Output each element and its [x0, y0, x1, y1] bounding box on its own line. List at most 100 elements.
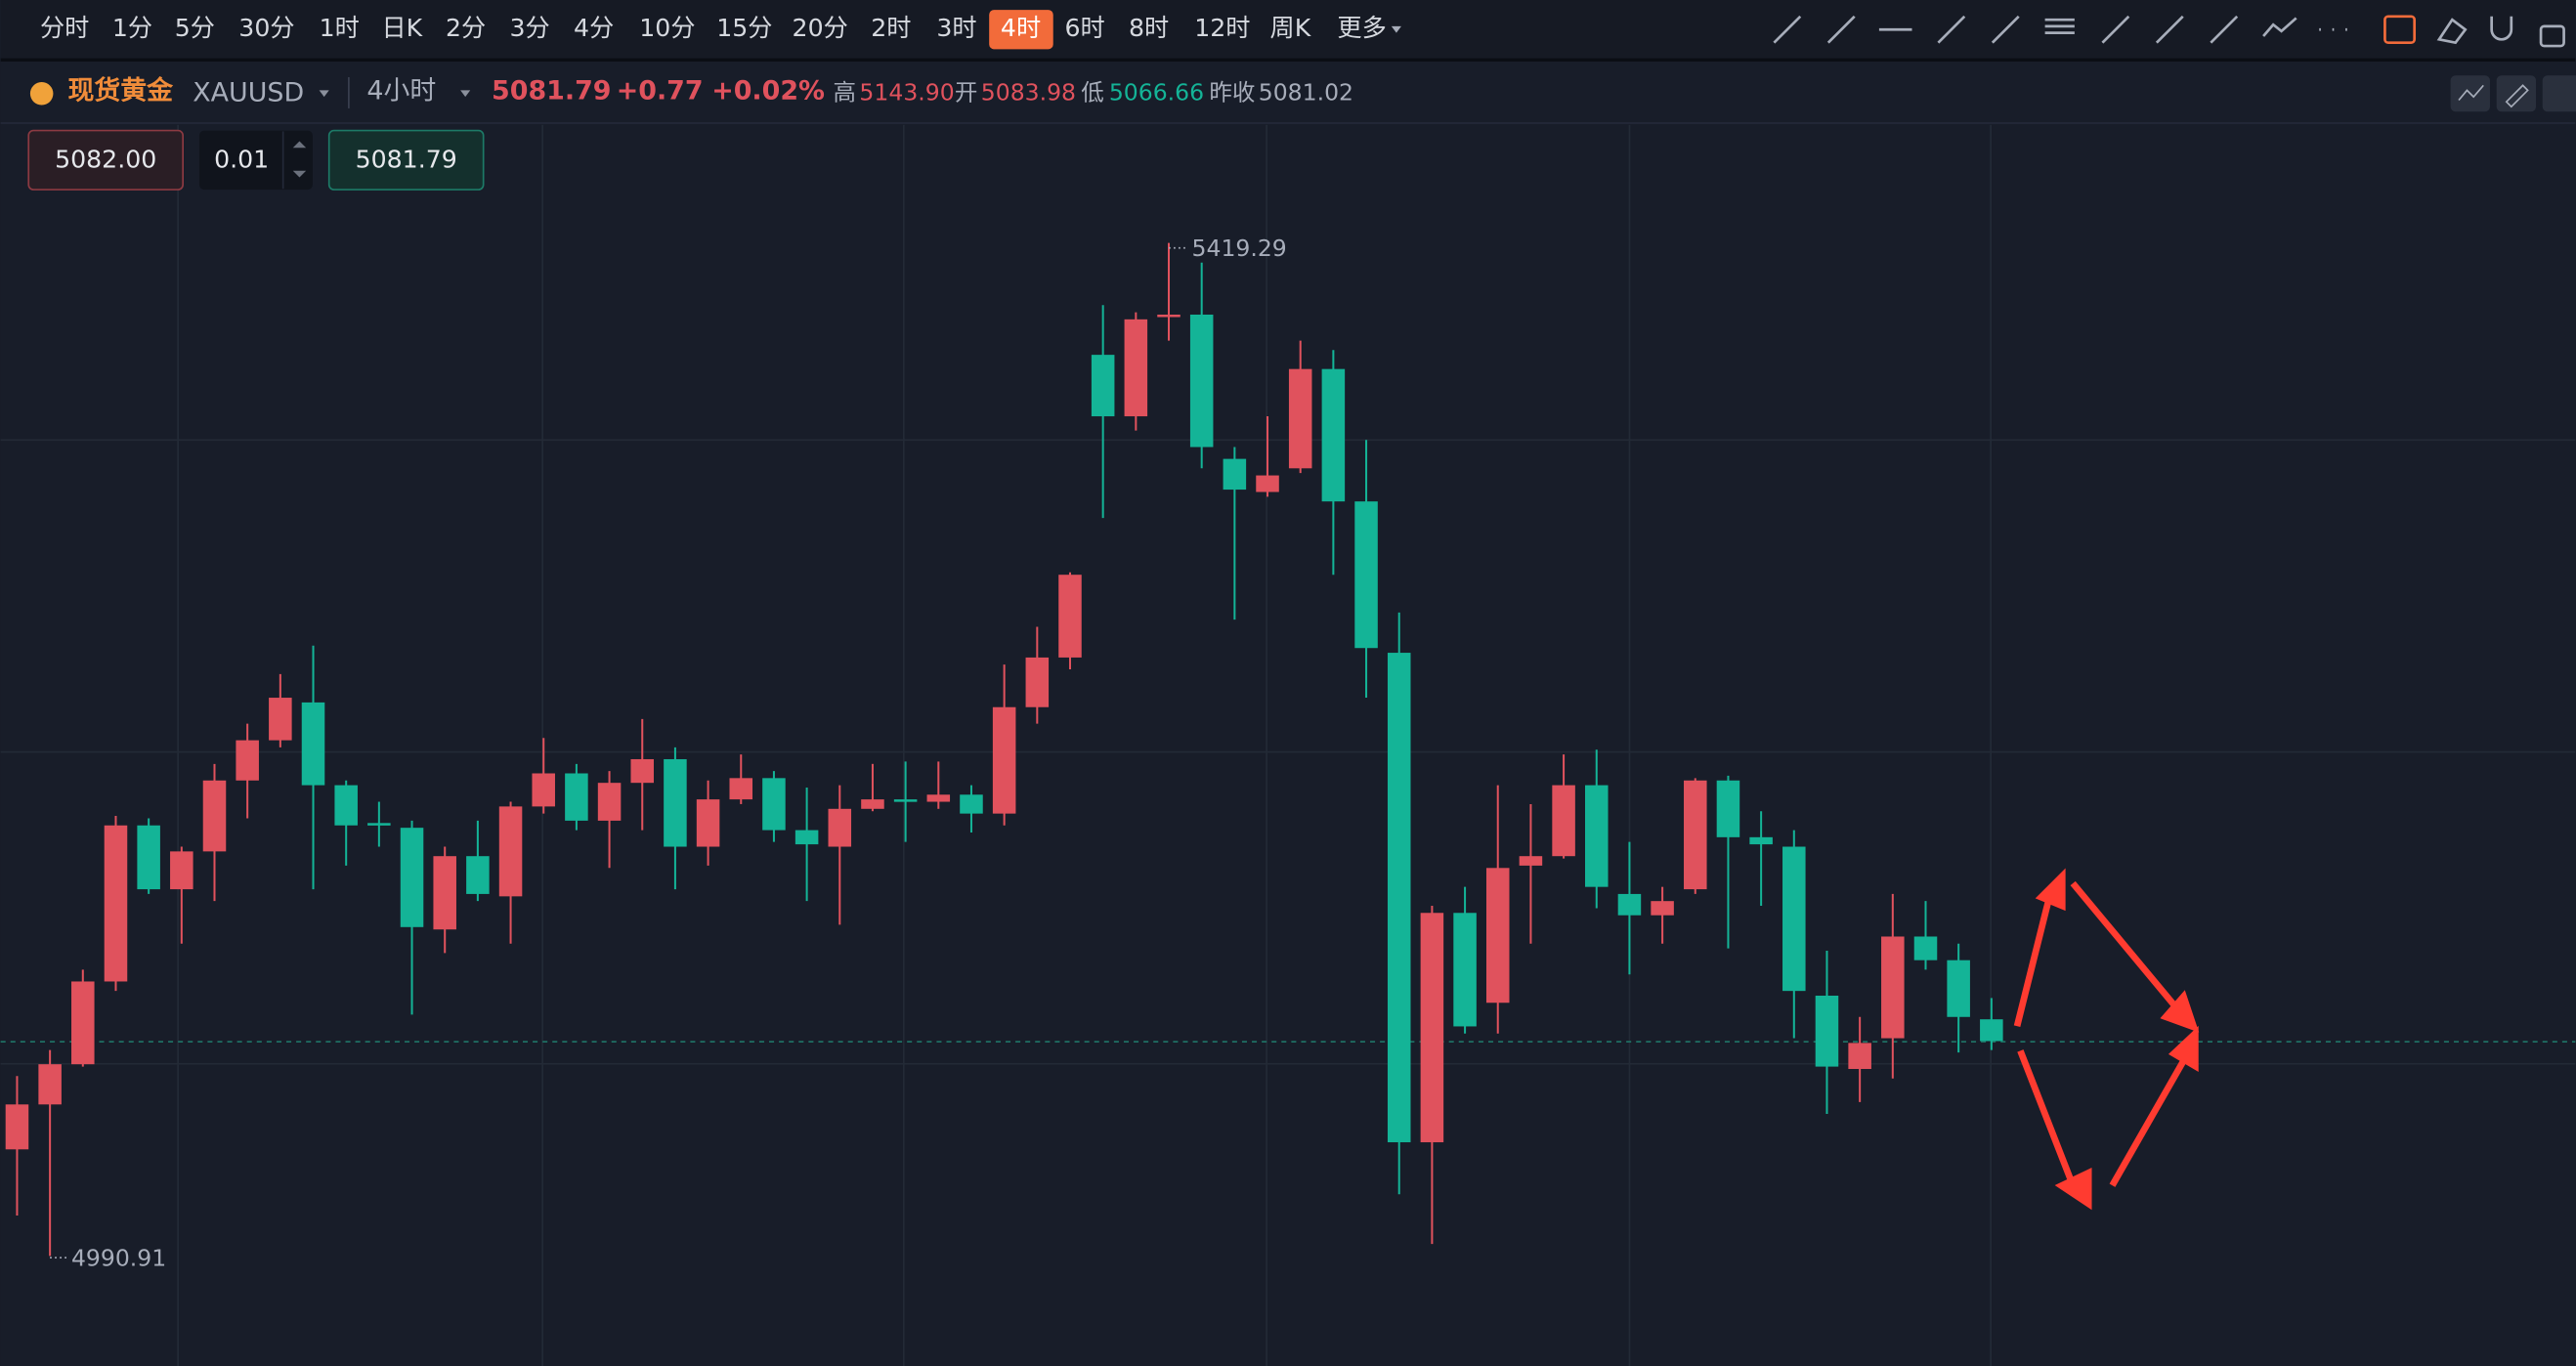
interval-item[interactable]: 3分 [510, 14, 550, 42]
grid [0, 124, 2576, 1366]
tool-icon[interactable] [2490, 16, 2513, 41]
candle-body [532, 773, 555, 807]
candle-body [1288, 368, 1312, 469]
buy-button[interactable] [327, 129, 485, 191]
interval-item[interactable]: 4时 [1001, 14, 1041, 42]
interval-item[interactable]: 日K [381, 14, 423, 42]
price-change: +0.77 [617, 76, 704, 107]
low-label: 低 [1081, 78, 1104, 106]
interval-item[interactable]: 20分 [793, 14, 848, 42]
candle-body [597, 783, 622, 821]
tool-icon[interactable] [2539, 24, 2565, 48]
candle-body [794, 830, 819, 845]
candle-body [1223, 458, 1247, 491]
high-value: 5143.90 [859, 78, 954, 106]
candle-body [433, 856, 456, 930]
min-label: 4990.91 [71, 1244, 166, 1271]
candle-body [1256, 475, 1279, 492]
interval-item[interactable]: 6时 [1064, 14, 1104, 42]
tool-icon[interactable] [2262, 17, 2297, 37]
tool-icon[interactable] [2101, 15, 2130, 44]
tool-icon[interactable] [1991, 15, 2020, 44]
qty-value: 0.01 [214, 146, 269, 174]
candle-body [1617, 893, 1642, 916]
arrow [2109, 1057, 2188, 1187]
symbol-name[interactable]: 现货黄金 [68, 75, 174, 107]
interval-item[interactable]: 2时 [871, 14, 911, 42]
candle-body [269, 698, 292, 741]
candle-body [38, 1064, 62, 1105]
draw-button[interactable] [2496, 75, 2537, 112]
interval-item[interactable]: 4分 [574, 14, 614, 42]
candle-body [71, 981, 95, 1065]
tool-icon[interactable] [1937, 15, 1966, 44]
interval-select[interactable]: 4小时 [366, 76, 436, 107]
tool-icon[interactable] [2383, 15, 2417, 45]
symbol-code[interactable]: XAUUSD [193, 77, 304, 107]
interval-item[interactable]: 8时 [1129, 14, 1169, 42]
draw-icon [2505, 84, 2529, 108]
interval-item[interactable]: 10分 [639, 14, 695, 42]
candle-body [1124, 319, 1148, 417]
interval-item[interactable]: 更多 [1337, 14, 1386, 42]
active-interval-bg [989, 10, 1053, 50]
candle-body [1782, 846, 1806, 992]
interval-item[interactable]: 12时 [1194, 14, 1250, 42]
candle-body [400, 828, 424, 927]
interval-item[interactable]: 1分 [112, 14, 152, 42]
tool-icon[interactable] [2044, 18, 2075, 34]
candle-body [893, 799, 918, 802]
arrows [2013, 868, 2200, 1211]
dropdown-arrow [1391, 25, 1401, 33]
buy-price: 5081.79 [356, 146, 457, 174]
candle-body [1420, 913, 1444, 1143]
candle-body [1091, 355, 1115, 417]
candle-body [664, 758, 687, 847]
interval-item[interactable]: 2分 [446, 14, 486, 42]
interval-item[interactable]: 1时 [320, 14, 360, 42]
candle-body [367, 823, 391, 826]
tool-icon[interactable] [2155, 15, 2184, 44]
candle-body [1354, 501, 1378, 649]
arrow-head [2054, 1168, 2092, 1211]
last-price: 5081.79 [492, 76, 611, 107]
arrow-head [2160, 990, 2200, 1033]
arrow-head [2035, 868, 2066, 912]
arrow [2013, 893, 2053, 1027]
candle-body [861, 799, 884, 809]
candle-body [5, 1104, 29, 1150]
dropdown-arrow [460, 90, 471, 98]
candle-body [992, 706, 1016, 814]
interval-item[interactable]: 分时 [40, 14, 89, 42]
arrow-head [2168, 1025, 2199, 1073]
candle-button[interactable] [2542, 75, 2576, 112]
tool-icon[interactable] [2210, 15, 2239, 44]
candle-body [1519, 856, 1543, 866]
interval-item[interactable]: 15分 [716, 14, 772, 42]
tool-icon[interactable] [1826, 15, 1856, 44]
candle-body [630, 758, 655, 784]
candle-body [1387, 653, 1411, 1143]
candle-body [1157, 314, 1181, 318]
candle-body [1552, 785, 1575, 857]
candle-body [1947, 960, 1970, 1017]
candle-body [1848, 1043, 1871, 1070]
tool-icon[interactable] [2436, 18, 2468, 45]
candle-body [960, 794, 983, 814]
drawing-tools [1773, 15, 2565, 48]
candle-body [202, 780, 227, 852]
interval-item[interactable]: 5分 [175, 14, 215, 42]
interval-item[interactable]: 3时 [936, 14, 976, 42]
candle-body [334, 785, 358, 826]
sell-button[interactable] [27, 129, 185, 191]
indicator-icon [2458, 84, 2484, 102]
interval-item[interactable]: 周K [1270, 14, 1312, 42]
interval-item[interactable]: 30分 [238, 14, 294, 42]
qty-input[interactable] [198, 130, 313, 191]
price-change-pct: +0.02% [711, 76, 825, 107]
tool-icon[interactable] [1773, 15, 1802, 44]
prev-close-value: 5081.02 [1259, 78, 1353, 106]
low-value: 5066.66 [1109, 78, 1204, 106]
